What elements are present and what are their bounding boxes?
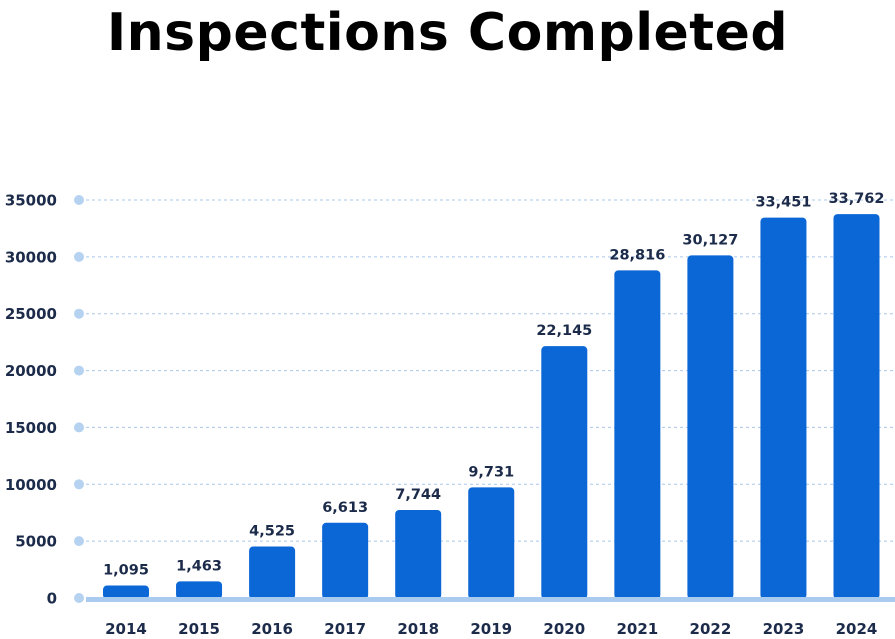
- bar: [687, 255, 734, 599]
- y-tick-dot: [74, 422, 84, 433]
- y-tick-label: 10000: [5, 476, 57, 494]
- y-tick-dot: [74, 365, 84, 376]
- y-tick-label: 20000: [5, 362, 57, 380]
- x-tick-label: 2021: [616, 620, 658, 638]
- x-tick-label: 2020: [543, 620, 585, 638]
- bar: [468, 487, 515, 599]
- x-tick-label: 2024: [836, 620, 878, 638]
- x-axis-baseline: [86, 597, 895, 602]
- data-label: 22,145: [536, 323, 592, 339]
- data-label: 9,731: [468, 464, 514, 480]
- gridlines: [86, 199, 895, 542]
- x-tick-label: 2014: [105, 620, 147, 638]
- data-label: 4,525: [249, 524, 295, 540]
- data-label: 6,613: [322, 500, 368, 516]
- bar: [760, 217, 807, 599]
- y-tick-label: 35000: [5, 192, 57, 210]
- y-tick-label: 15000: [5, 419, 57, 437]
- x-tick-label: 2017: [324, 620, 366, 638]
- data-labels: 1,095 1,463 4,525 6,613 7,744 9,731 22,145 28,8…: [103, 191, 884, 578]
- data-label: 28,816: [609, 247, 665, 263]
- y-tick-dot: [74, 593, 84, 603]
- bar: [614, 270, 661, 599]
- x-tick-label: 2023: [763, 620, 805, 638]
- y-axis: 0 5000 10000 15000 20000 25000 30000 35000: [5, 192, 895, 608]
- bar: [176, 581, 223, 599]
- y-tick-dot: [74, 195, 84, 205]
- data-label: 33,762: [829, 191, 885, 207]
- bar: [833, 214, 880, 600]
- x-axis: 2014 2015 2016 2017 2018 2019 2020 2021 2022 2023…: [105, 620, 877, 638]
- chart-title: Inspections Completed: [106, 3, 789, 63]
- y-tick-label: 0: [47, 590, 57, 608]
- data-label: 1,095: [103, 563, 149, 579]
- bar: [541, 346, 588, 599]
- bar: [103, 585, 149, 599]
- y-tick-dot: [74, 536, 84, 547]
- x-tick-label: 2018: [397, 620, 439, 638]
- bars: [103, 214, 880, 600]
- y-tick-label: 5000: [15, 533, 57, 551]
- bar: [249, 546, 296, 599]
- y-tick-dot: [74, 308, 84, 319]
- bar: [322, 522, 369, 599]
- y-tick-dot: [74, 479, 84, 490]
- data-label: 7,744: [395, 487, 441, 503]
- x-tick-label: 2022: [690, 620, 732, 638]
- data-label: 1,463: [176, 558, 222, 574]
- x-tick-label: 2015: [178, 620, 220, 638]
- bar: [395, 509, 442, 599]
- x-tick-label: 2019: [470, 620, 512, 638]
- data-label: 33,451: [755, 195, 811, 211]
- x-tick-label: 2016: [251, 620, 293, 638]
- y-tick-dot: [74, 251, 84, 262]
- y-tick-label: 25000: [5, 305, 57, 323]
- y-tick-label: 30000: [5, 248, 57, 266]
- data-label: 30,127: [682, 232, 738, 248]
